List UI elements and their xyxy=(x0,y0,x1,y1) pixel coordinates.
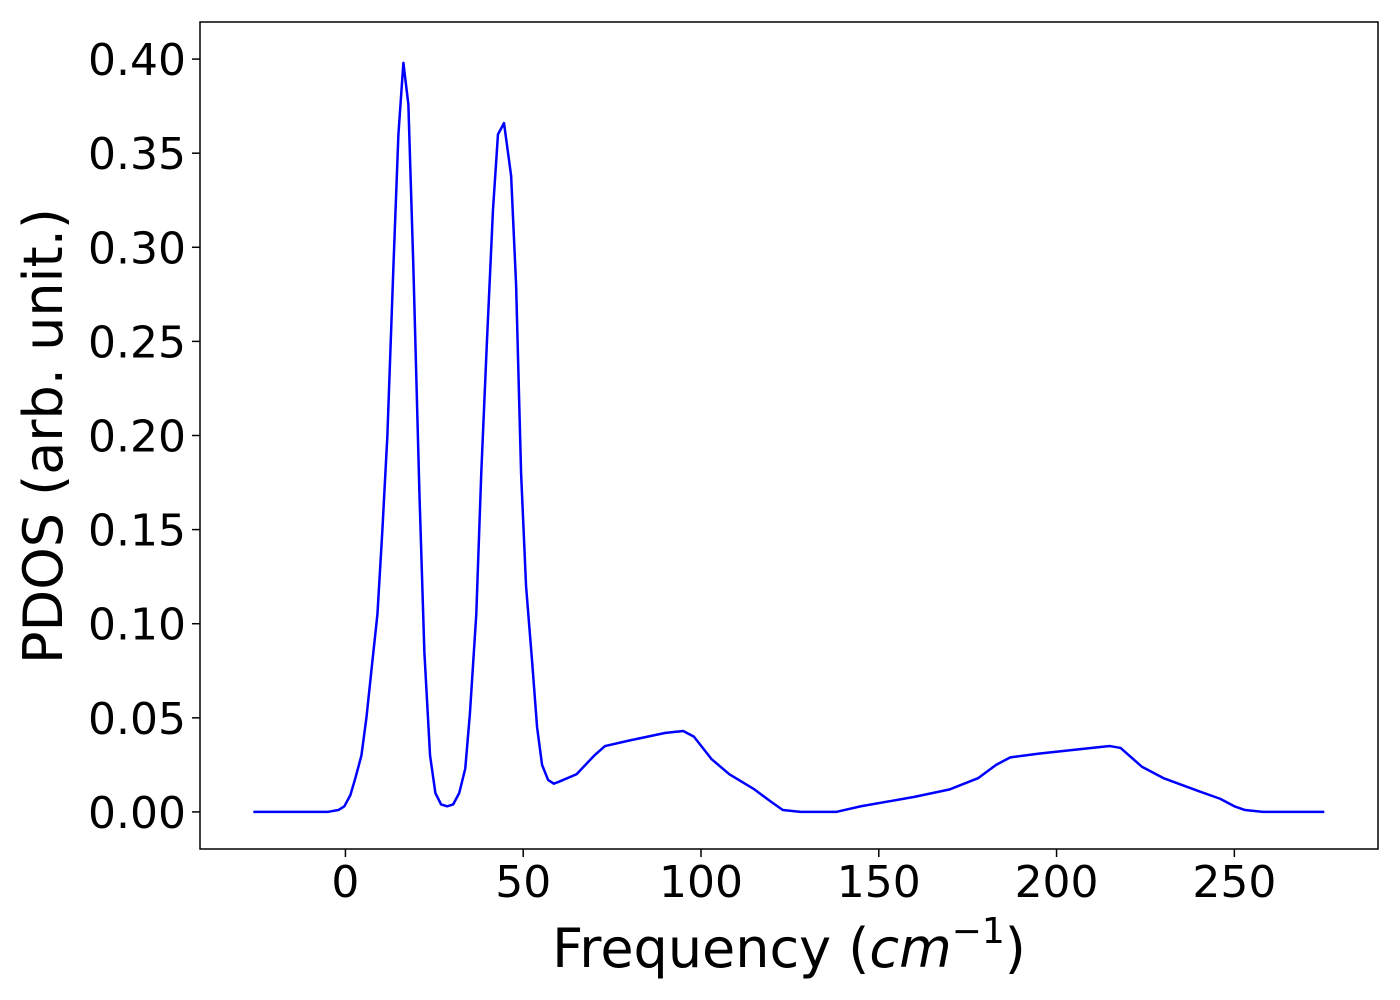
y-axis-label: PDOS (arb. unit.) xyxy=(12,208,75,664)
x-tick-label: 250 xyxy=(1192,857,1276,908)
y-tick-label: 0.10 xyxy=(88,600,186,651)
y-tick-label: 0.00 xyxy=(88,788,186,839)
y-tick-label: 0.20 xyxy=(88,412,186,463)
x-tick-label: 50 xyxy=(495,857,551,908)
y-tick-label: 0.15 xyxy=(88,506,186,557)
y-tick-label: 0.35 xyxy=(88,129,186,180)
plot-frame xyxy=(199,21,1379,850)
y-tick-label: 0.05 xyxy=(88,694,186,745)
pdos-line xyxy=(253,61,1325,814)
x-tick-label: 100 xyxy=(659,857,743,908)
x-tick-label: 200 xyxy=(1015,857,1099,908)
x-tick-label: 150 xyxy=(837,857,921,908)
y-tick-label: 0.25 xyxy=(88,317,186,368)
y-tick-label: 0.40 xyxy=(88,35,186,86)
x-tick-label: 0 xyxy=(331,857,359,908)
y-tick-label: 0.30 xyxy=(88,223,186,274)
x-axis-label: Frequency (cm−1) xyxy=(552,911,1026,980)
